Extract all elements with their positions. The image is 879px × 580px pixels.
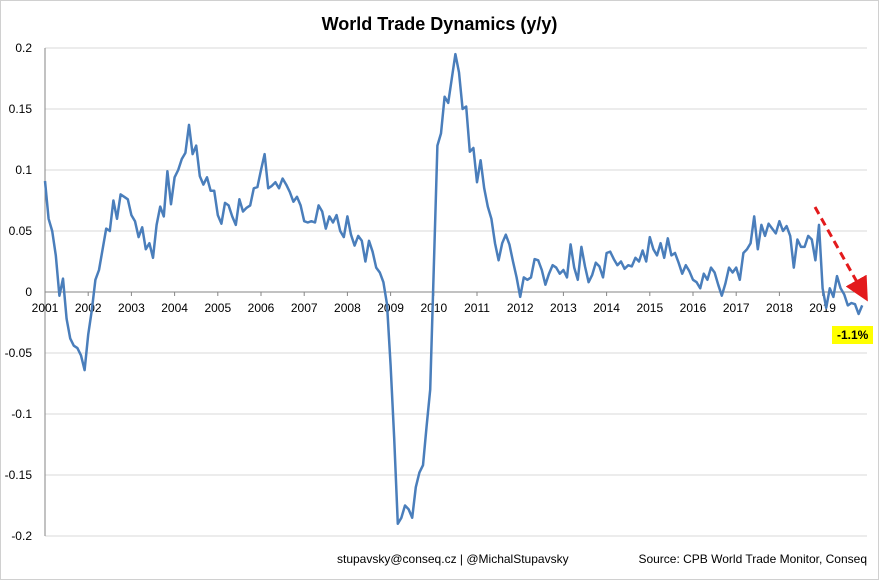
- x-tick-label: 2011: [464, 301, 490, 315]
- y-tick-label: 0.05: [9, 224, 33, 238]
- y-tick-label: -0.2: [11, 529, 32, 543]
- x-tick-label: 2016: [680, 301, 707, 315]
- x-tick-label: 2003: [118, 301, 145, 315]
- x-tick-label: 2018: [766, 301, 793, 315]
- y-tick-label: 0: [25, 285, 32, 299]
- y-tick-label: 0.15: [9, 102, 33, 116]
- x-tick-label: 2010: [420, 301, 447, 315]
- latest-value-callout: -1.1%: [832, 326, 874, 344]
- x-tick-label: 2012: [507, 301, 534, 315]
- x-tick-label: 2008: [334, 301, 361, 315]
- x-tick-label: 2006: [248, 301, 275, 315]
- x-tick-label: 2019: [809, 301, 836, 315]
- x-tick-label: 2007: [291, 301, 318, 315]
- y-tick-label: 0.2: [15, 41, 32, 55]
- axes: [44, 48, 867, 536]
- x-tick-label: 2004: [161, 301, 188, 315]
- x-tick-label: 2002: [75, 301, 102, 315]
- x-tick-label: 2009: [377, 301, 404, 315]
- gridlines: [45, 47, 867, 537]
- x-tick-label: 2001: [32, 301, 59, 315]
- x-tick-label: 2014: [593, 301, 620, 315]
- x-tick-label: 2017: [723, 301, 750, 315]
- series: [43, 52, 864, 526]
- tick-labels: 0.2 0.15 0.1 0.05 0 -0.05 -0.1 -0.15 -0.2 2001 200…: [5, 41, 837, 543]
- trend-annotation: [813, 206, 868, 302]
- footer-source: Source: CPB World Trade Monitor, Conseq: [638, 552, 867, 566]
- x-tick-label: 2005: [204, 301, 231, 315]
- y-tick-label: -0.1: [11, 407, 32, 421]
- y-tick-label: 0.1: [15, 163, 32, 177]
- x-tick-label: 2015: [636, 301, 663, 315]
- trend-arrow: [813, 206, 868, 302]
- y-tick-label: -0.15: [5, 468, 33, 482]
- series-line: [43, 52, 864, 526]
- y-tick-label: -0.05: [5, 346, 33, 360]
- chart-title: World Trade Dynamics (y/y): [321, 14, 558, 34]
- footer-contact: stupavsky@conseq.cz | @MichalStupavsky: [337, 552, 569, 566]
- x-tick-label: 2013: [550, 301, 577, 315]
